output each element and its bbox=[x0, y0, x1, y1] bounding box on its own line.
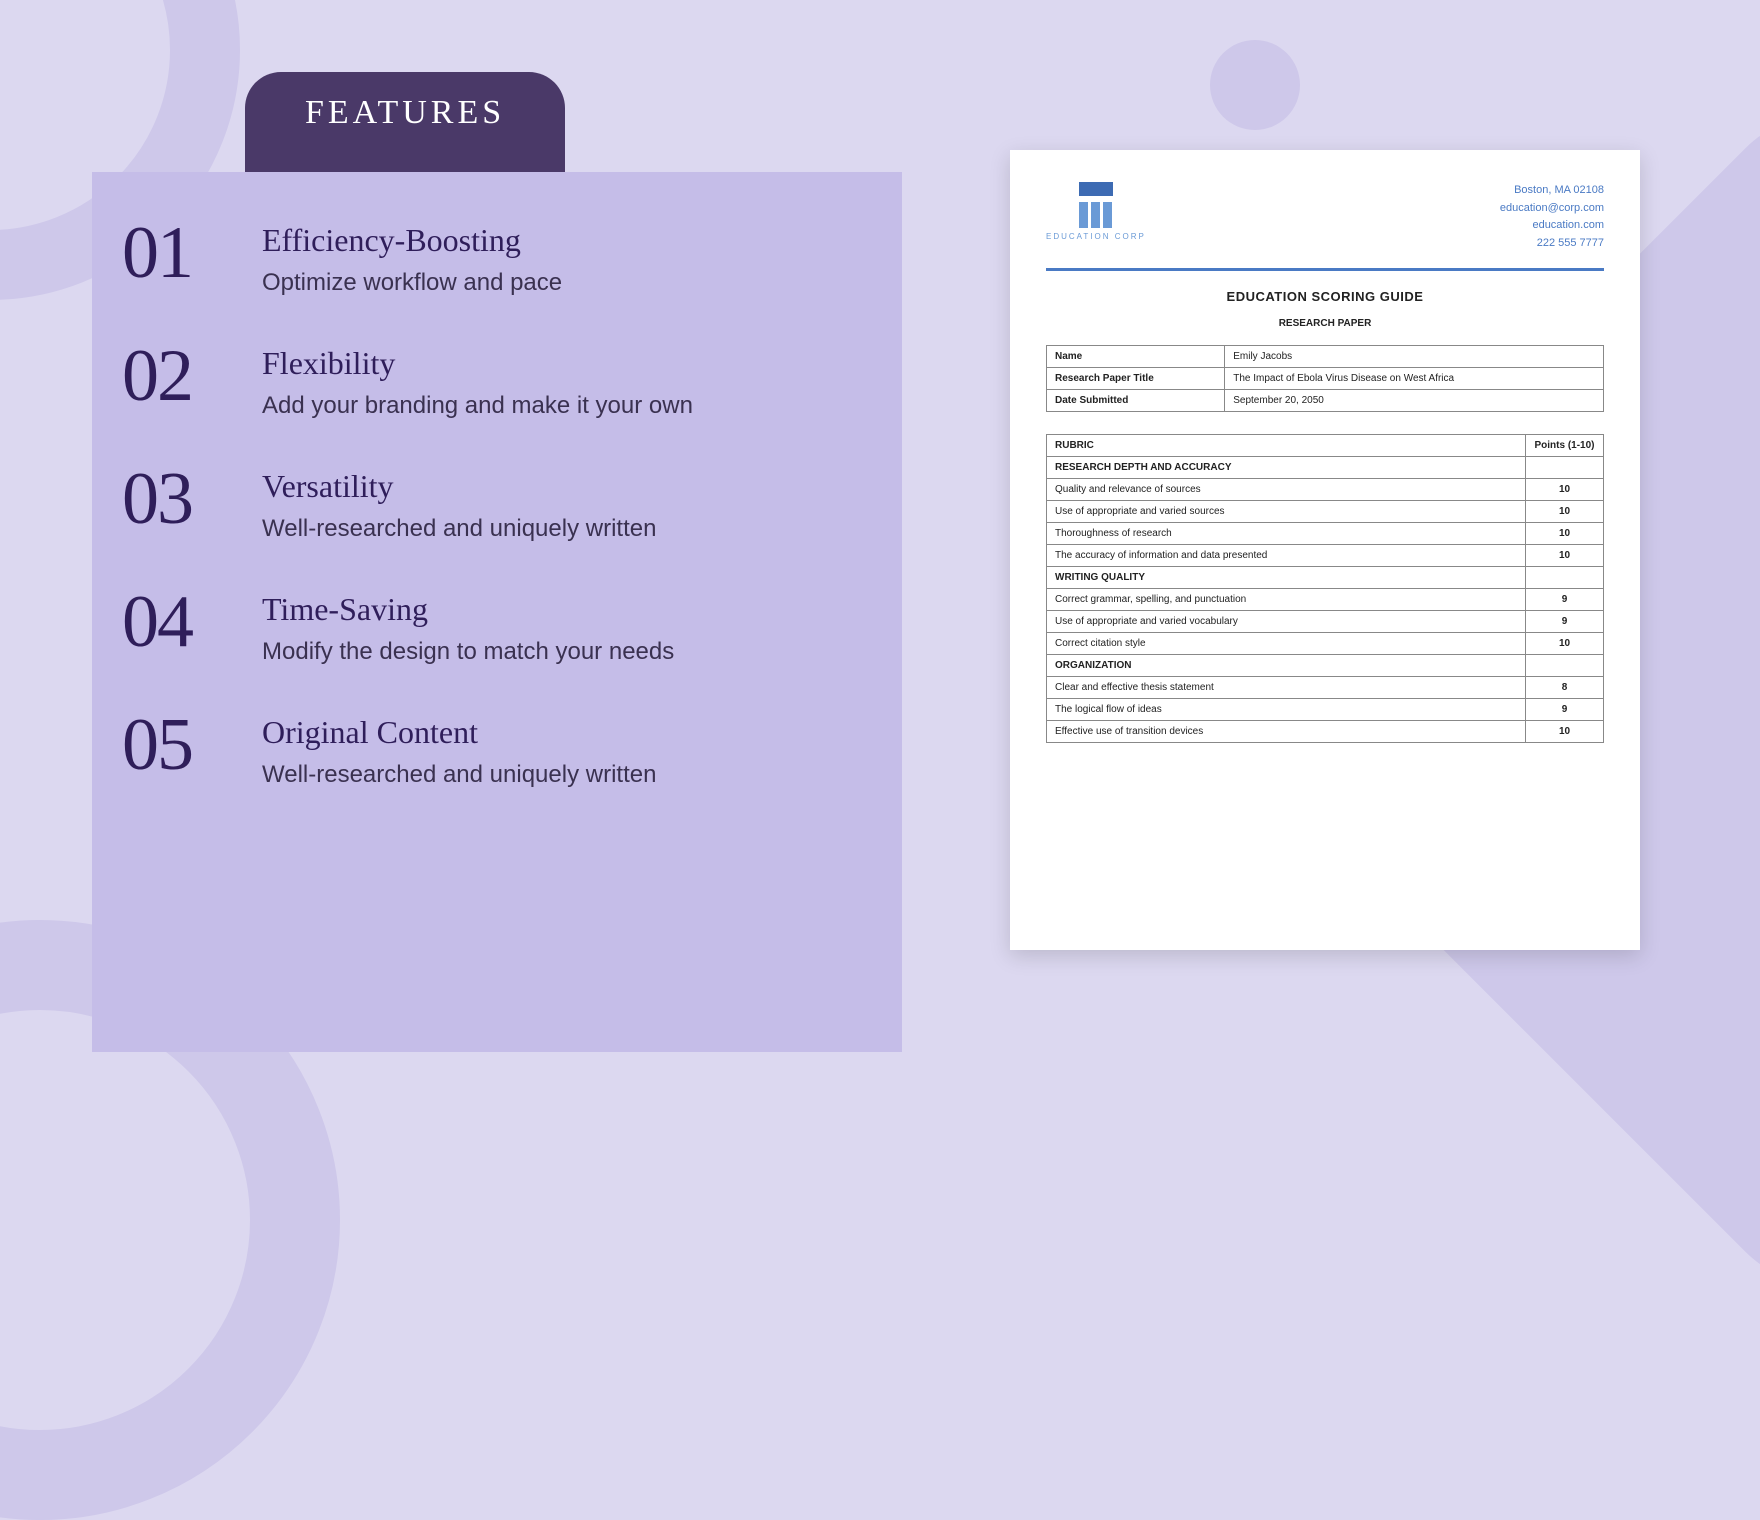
rubric-points: 10 bbox=[1526, 479, 1604, 501]
rubric-item: Clear and effective thesis statement bbox=[1047, 677, 1526, 699]
divider bbox=[1046, 268, 1604, 271]
logo-text: EDUCATION CORP bbox=[1046, 232, 1146, 241]
rubric-section-heading: RESEARCH DEPTH AND ACCURACY bbox=[1047, 457, 1526, 479]
info-value: Emily Jacobs bbox=[1225, 346, 1604, 368]
table-row: Research Paper TitleThe Impact of Ebola … bbox=[1047, 368, 1604, 390]
feature-number: 03 bbox=[122, 462, 262, 536]
rubric-item: Thoroughness of research bbox=[1047, 523, 1526, 545]
rubric-item: Correct grammar, spelling, and punctuati… bbox=[1047, 589, 1526, 611]
rubric-section-heading: WRITING QUALITY bbox=[1047, 567, 1526, 589]
rubric-points: 10 bbox=[1526, 523, 1604, 545]
rubric-item: Effective use of transition devices bbox=[1047, 721, 1526, 743]
rubric-item: Use of appropriate and varied vocabulary bbox=[1047, 611, 1526, 633]
feature-text: Efficiency-Boosting Optimize workflow and… bbox=[262, 216, 862, 297]
document-subtitle: RESEARCH PAPER bbox=[1046, 318, 1604, 329]
feature-title: Versatility bbox=[262, 468, 862, 505]
feature-number: 04 bbox=[122, 585, 262, 659]
feature-text: Original Content Well-researched and uniq… bbox=[262, 708, 862, 789]
feature-item: 05Original Content Well-researched and un… bbox=[122, 708, 862, 789]
feature-title: Flexibility bbox=[262, 345, 862, 382]
feature-item: 03Versatility Well-researched and uniquel… bbox=[122, 462, 862, 543]
rubric-table: RUBRIC Points (1-10) RESEARCH DEPTH AND … bbox=[1046, 434, 1604, 743]
info-label: Date Submitted bbox=[1047, 390, 1225, 412]
info-value: September 20, 2050 bbox=[1225, 390, 1604, 412]
table-row: NameEmily Jacobs bbox=[1047, 346, 1604, 368]
rubric-section-row: RESEARCH DEPTH AND ACCURACY bbox=[1047, 457, 1604, 479]
document-header: EDUCATION CORP Boston, MA 02108 educatio… bbox=[1046, 182, 1604, 252]
rubric-item: Quality and relevance of sources bbox=[1047, 479, 1526, 501]
rubric-points: 10 bbox=[1526, 633, 1604, 655]
rubric-row: Effective use of transition devices10 bbox=[1047, 721, 1604, 743]
feature-number: 02 bbox=[122, 339, 262, 413]
rubric-item: The logical flow of ideas bbox=[1047, 699, 1526, 721]
feature-desc: Optimize workflow and pace bbox=[262, 269, 862, 297]
features-badge: FEATURES bbox=[245, 72, 565, 174]
feature-item: 01Efficiency-Boosting Optimize workflow a… bbox=[122, 216, 862, 297]
rubric-section-row: ORGANIZATION bbox=[1047, 655, 1604, 677]
rubric-points: 9 bbox=[1526, 589, 1604, 611]
contact-phone: 222 555 7777 bbox=[1500, 235, 1604, 253]
feature-number: 05 bbox=[122, 708, 262, 782]
rubric-points: 10 bbox=[1526, 721, 1604, 743]
info-label: Research Paper Title bbox=[1047, 368, 1225, 390]
contact-email: education@corp.com bbox=[1500, 200, 1604, 218]
feature-text: Versatility Well-researched and uniquely … bbox=[262, 462, 862, 543]
feature-number: 01 bbox=[122, 216, 262, 290]
document-preview: EDUCATION CORP Boston, MA 02108 educatio… bbox=[1010, 150, 1640, 950]
feature-text: Flexibility Add your branding and make it… bbox=[262, 339, 862, 420]
feature-title: Time-Saving bbox=[262, 591, 862, 628]
rubric-row: The logical flow of ideas9 bbox=[1047, 699, 1604, 721]
contact-city: Boston, MA 02108 bbox=[1500, 182, 1604, 200]
rubric-section-heading: ORGANIZATION bbox=[1047, 655, 1526, 677]
info-label: Name bbox=[1047, 346, 1225, 368]
bg-circle bbox=[1210, 40, 1300, 130]
features-panel: 01Efficiency-Boosting Optimize workflow a… bbox=[92, 172, 902, 1052]
feature-item: 04Time-Saving Modify the design to match … bbox=[122, 585, 862, 666]
rubric-row: The accuracy of information and data pre… bbox=[1047, 545, 1604, 567]
document-title: EDUCATION SCORING GUIDE bbox=[1046, 289, 1604, 304]
feature-desc: Add your branding and make it your own bbox=[262, 392, 862, 420]
rubric-points: 10 bbox=[1526, 501, 1604, 523]
feature-item: 02Flexibility Add your branding and make … bbox=[122, 339, 862, 420]
logo-icon bbox=[1073, 182, 1119, 228]
rubric-section-empty bbox=[1526, 567, 1604, 589]
rubric-points: 8 bbox=[1526, 677, 1604, 699]
info-value: The Impact of Ebola Virus Disease on Wes… bbox=[1225, 368, 1604, 390]
rubric-row: Thoroughness of research10 bbox=[1047, 523, 1604, 545]
info-table: NameEmily Jacobs Research Paper TitleThe… bbox=[1046, 345, 1604, 412]
rubric-row: Use of appropriate and varied sources10 bbox=[1047, 501, 1604, 523]
contact-site: education.com bbox=[1500, 217, 1604, 235]
rubric-row: Clear and effective thesis statement8 bbox=[1047, 677, 1604, 699]
feature-title: Original Content bbox=[262, 714, 862, 751]
rubric-item: Correct citation style bbox=[1047, 633, 1526, 655]
feature-desc: Well-researched and uniquely written bbox=[262, 761, 862, 789]
rubric-row: Correct citation style10 bbox=[1047, 633, 1604, 655]
table-header-row: RUBRIC Points (1-10) bbox=[1047, 435, 1604, 457]
rubric-item: The accuracy of information and data pre… bbox=[1047, 545, 1526, 567]
rubric-section-empty bbox=[1526, 655, 1604, 677]
feature-text: Time-Saving Modify the design to match yo… bbox=[262, 585, 862, 666]
features-badge-label: FEATURES bbox=[305, 94, 505, 131]
points-header: Points (1-10) bbox=[1526, 435, 1604, 457]
feature-desc: Well-researched and uniquely written bbox=[262, 515, 862, 543]
feature-title: Efficiency-Boosting bbox=[262, 222, 862, 259]
rubric-section-empty bbox=[1526, 457, 1604, 479]
rubric-row: Use of appropriate and varied vocabulary… bbox=[1047, 611, 1604, 633]
feature-desc: Modify the design to match your needs bbox=[262, 638, 862, 666]
rubric-header: RUBRIC bbox=[1047, 435, 1526, 457]
rubric-section-row: WRITING QUALITY bbox=[1047, 567, 1604, 589]
rubric-row: Quality and relevance of sources10 bbox=[1047, 479, 1604, 501]
rubric-item: Use of appropriate and varied sources bbox=[1047, 501, 1526, 523]
rubric-row: Correct grammar, spelling, and punctuati… bbox=[1047, 589, 1604, 611]
rubric-points: 10 bbox=[1526, 545, 1604, 567]
rubric-points: 9 bbox=[1526, 611, 1604, 633]
table-row: Date SubmittedSeptember 20, 2050 bbox=[1047, 390, 1604, 412]
contact-block: Boston, MA 02108 education@corp.com educ… bbox=[1500, 182, 1604, 252]
logo: EDUCATION CORP bbox=[1046, 182, 1146, 241]
rubric-points: 9 bbox=[1526, 699, 1604, 721]
